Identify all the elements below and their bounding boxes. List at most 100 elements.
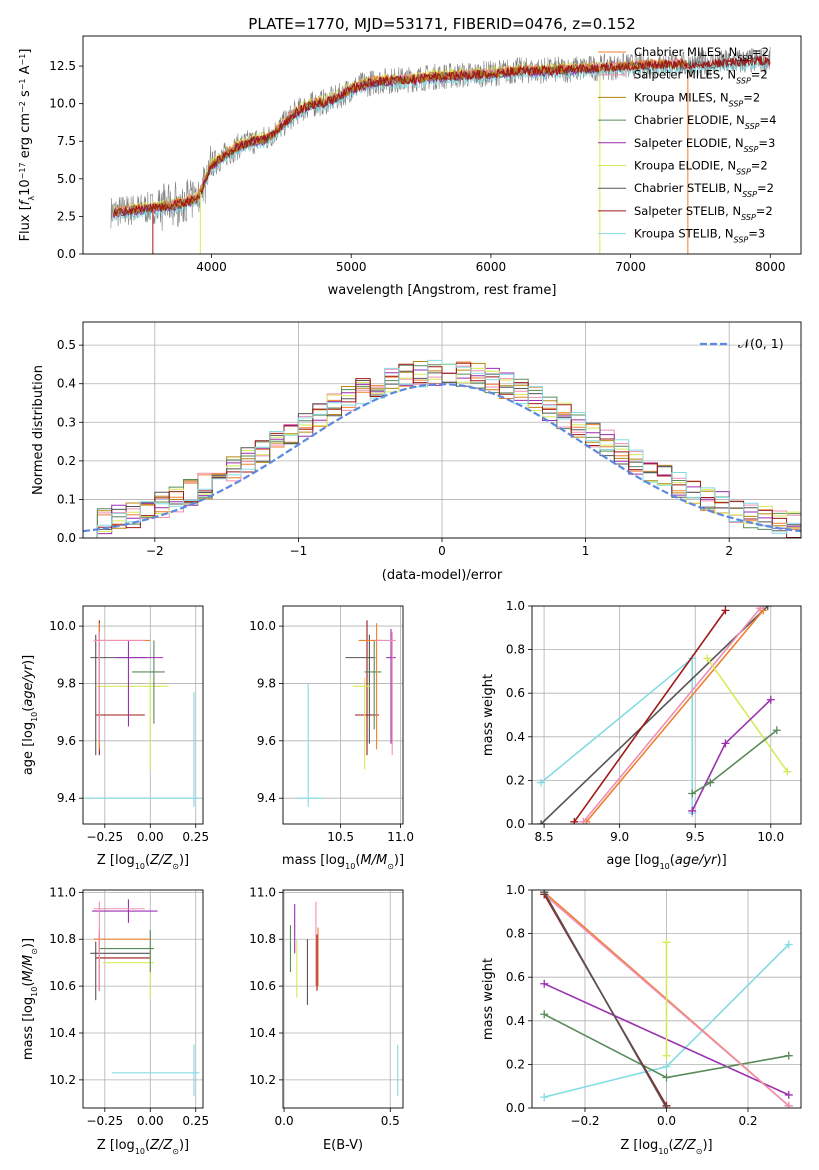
label-part: SSP	[742, 190, 757, 199]
legend-label: Salpeter MILES, NSSP=2	[634, 68, 768, 86]
residuals-plot-area	[83, 359, 801, 538]
weight_vs_Z-axes: −0.2 0.0 0.2 0.0 0.2 0.4 0.6 0.8 1.0 Z [log10(Z/Z…	[481, 883, 802, 1156]
label-part: SSP	[729, 99, 744, 108]
weight_vs_Z-x-label: Z [log10(Z/Z⊙)]	[620, 1138, 712, 1156]
x-tick-label: 1	[582, 544, 590, 558]
y-tick-label: 10.2	[49, 1073, 76, 1087]
mass_vs_EBV-plot-area	[289, 901, 399, 1097]
weight-point-marker	[784, 1090, 793, 1099]
weight_vs_age-axes: 8.5 9.0 9.5 10.0 0.0 0.2 0.4 0.6 0.8 1.0 age [log1…	[481, 599, 802, 871]
x-tick-label: 8.5	[535, 830, 554, 844]
weight_vs_Z-frame	[531, 889, 802, 1109]
age_vs_mass-axes: 10.5 11.0 9.4 9.6 9.8 10.0 mass [log10(M/M⊙)]	[249, 605, 414, 871]
y-tick-label: 0.0	[506, 1101, 525, 1115]
age_vs_Z-y-label: age [log10(age/yr)]	[21, 655, 39, 775]
residuals-y-label: Normed distribution	[31, 365, 46, 495]
y-tick-label: 0.2	[57, 454, 76, 468]
weight_vs_Z-y-label: mass weight	[481, 958, 496, 1040]
x-tick-label: 0.5	[381, 1114, 400, 1128]
label-part: SSP	[734, 235, 749, 244]
y-tick-label: 1.0	[506, 599, 525, 613]
mass_vs_EBV-x-label: E(B-V)	[323, 1138, 363, 1153]
label-part: 10	[345, 862, 355, 871]
spectrum-y-label: Flux [fλ10−17 erg cm−2 s−1 A−1]	[18, 49, 36, 242]
label-part: Z/Z	[149, 1138, 173, 1153]
residuals-ticks: −2 −1 0 1 2 0.0 0.1 0.2 0.3 0.4 0.5	[57, 338, 733, 558]
weight-point-marker	[662, 1104, 671, 1108]
weight-point-marker	[570, 817, 579, 824]
label-part: Kroupa STELIB, N	[634, 227, 734, 241]
weight-line	[573, 609, 727, 823]
weight-point-marker	[703, 654, 712, 663]
y-tick-label: 0.8	[506, 643, 525, 657]
label-part: Chabrier MILES, N	[634, 45, 737, 59]
x-tick-label: 10.5	[327, 830, 354, 844]
x-tick-label: 6000	[476, 260, 507, 274]
y-tick-label: 2.5	[57, 209, 76, 223]
mass_vs_Z-x-label: Z [log10(Z/Z⊙)]	[97, 1138, 189, 1156]
label-part: Kroupa MILES, N	[634, 90, 729, 104]
legend-label: Kroupa ELODIE, NSSP=2	[634, 159, 768, 177]
mass_vs_Z-ticks: −0.25 0.00 0.25 10.2 10.4 10.6 10.8 11.0	[49, 885, 209, 1128]
label-part: SSP	[737, 54, 752, 63]
label-part: −1	[18, 54, 27, 66]
model-spectrum-line	[113, 55, 771, 217]
y-tick-label: 9.6	[257, 734, 276, 748]
x-tick-label: −0.25	[86, 1114, 123, 1128]
x-tick-label: 0.2	[738, 1114, 757, 1128]
label-part: 10	[30, 712, 39, 722]
x-tick-label: 5000	[336, 260, 367, 274]
weight-line	[540, 656, 693, 814]
label-part: (	[21, 707, 36, 712]
legend-label: Salpeter STELIB, NSSP=2	[634, 204, 773, 222]
age_vs_Z-frame	[82, 605, 204, 825]
y-tick-label: 0.8	[506, 927, 525, 941]
label-part: Z/Z	[673, 1138, 697, 1153]
label-part: age [	[606, 853, 639, 868]
legend-label: 𝒩(0, 1)	[738, 336, 784, 351]
weight_vs_Z-ticks: −0.2 0.0 0.2 0.0 0.2 0.4 0.6 0.8 1.0	[506, 883, 758, 1128]
label-part: 10	[660, 862, 670, 871]
label-part: mass [	[282, 853, 325, 868]
spectrum-ticks: 4000 5000 6000 7000 8000 0.0 2.5 5.0 7.5 10.0 12.5	[49, 59, 785, 274]
label-part: −2	[18, 101, 27, 113]
y-tick-label: 0.3	[57, 415, 76, 429]
label-part: (	[145, 1138, 150, 1153]
mass_vs_Z-y-label: mass [log10(M/M⊙)]	[21, 938, 39, 1060]
weight-point-marker	[721, 606, 730, 615]
label-part: Salpeter MILES, N	[634, 68, 736, 82]
weight_vs_age-x-label: age [log10(age/yr)]	[606, 853, 726, 871]
label-part: mass [	[21, 1017, 36, 1060]
mass_vs_Z-frame	[82, 889, 204, 1109]
y-tick-label: 7.5	[57, 134, 76, 148]
label-part: )]	[21, 938, 36, 948]
x-tick-label: 9.0	[610, 830, 629, 844]
label-part: =2	[757, 181, 774, 195]
weight_vs_Z-plot-area	[540, 890, 793, 1108]
y-tick-label: 0.2	[506, 773, 525, 787]
y-tick-label: 9.8	[257, 676, 276, 690]
label-part: SSP	[745, 122, 760, 131]
y-tick-label: 11.0	[249, 885, 276, 899]
label-part: Chabrier STELIB, N	[634, 181, 742, 195]
x-tick-label: 11.0	[387, 830, 414, 844]
legend-label: Kroupa MILES, NSSP=2	[634, 90, 760, 108]
weight-point-marker	[688, 806, 697, 815]
label-part: )]	[179, 853, 189, 868]
label-part: SSP	[736, 167, 751, 176]
weight-point-marker	[540, 979, 549, 988]
y-tick-label: 1.0	[506, 883, 525, 897]
label-part: 10	[30, 987, 39, 997]
weight-point-marker	[721, 739, 730, 748]
label-part: 10	[658, 1147, 668, 1156]
weight-point-marker	[540, 1093, 549, 1102]
weight-point-marker	[763, 606, 772, 610]
label-part: Flux [	[18, 205, 33, 241]
weight-line	[582, 607, 761, 823]
label-part: E(B-V)	[323, 1138, 363, 1153]
label-part: =2	[743, 90, 760, 104]
y-tick-label: 0.5	[57, 338, 76, 352]
x-tick-label: 0.25	[182, 830, 209, 844]
